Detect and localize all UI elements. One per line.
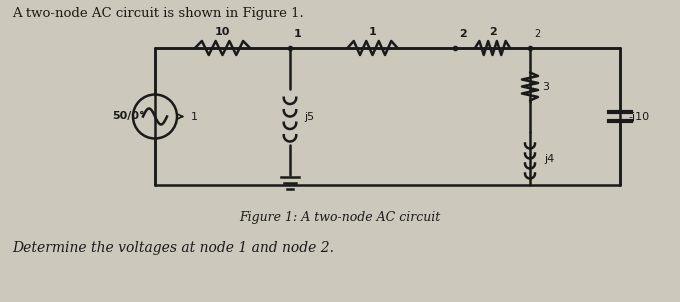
Text: 2: 2 xyxy=(459,29,466,39)
Text: 10: 10 xyxy=(215,27,231,37)
Text: 1: 1 xyxy=(369,27,376,37)
Text: A two-node AC circuit is shown in Figure 1.: A two-node AC circuit is shown in Figure… xyxy=(12,8,304,21)
Text: Determine the voltages at node 1 and node 2.: Determine the voltages at node 1 and nod… xyxy=(12,241,334,255)
Text: 3: 3 xyxy=(542,82,549,92)
Text: j5: j5 xyxy=(304,111,314,121)
Text: Figure 1: A two-node AC circuit: Figure 1: A two-node AC circuit xyxy=(239,211,441,224)
Text: 50/0°: 50/0° xyxy=(112,111,145,121)
Text: 2: 2 xyxy=(489,27,496,37)
Text: 1: 1 xyxy=(191,111,198,121)
Text: 2: 2 xyxy=(534,29,540,39)
Text: -j10: -j10 xyxy=(628,111,649,121)
Text: 1: 1 xyxy=(294,29,302,39)
Text: j4: j4 xyxy=(544,153,554,163)
